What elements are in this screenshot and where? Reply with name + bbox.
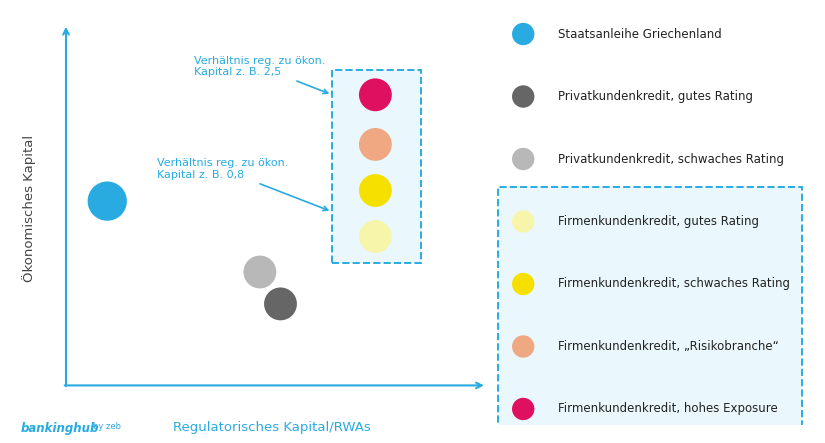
- Point: [369, 91, 382, 98]
- Text: Privatkundenkredit, gutes Rating: Privatkundenkredit, gutes Rating: [558, 90, 752, 103]
- Text: Verhältnis reg. zu ökon.
Kapital z. B. 0,8: Verhältnis reg. zu ökon. Kapital z. B. 0…: [157, 159, 328, 210]
- Bar: [332, 70, 421, 263]
- Text: Regulatorisches Kapital/RWAs: Regulatorisches Kapital/RWAs: [173, 421, 371, 434]
- Text: Ökonomisches Kapital: Ökonomisches Kapital: [22, 135, 35, 282]
- Point: [516, 155, 530, 163]
- Point: [369, 141, 382, 148]
- Bar: [498, 187, 802, 443]
- Text: Firmenkundenkredit, hohes Exposure: Firmenkundenkredit, hohes Exposure: [558, 403, 777, 416]
- Point: [516, 405, 530, 412]
- Point: [369, 233, 382, 240]
- Text: Firmenkundenkredit, „Risikobranche“: Firmenkundenkredit, „Risikobranche“: [558, 340, 779, 353]
- Point: [253, 268, 266, 276]
- Point: [516, 218, 530, 225]
- Text: Verhältnis reg. zu ökon.
Kapital z. B. 2,5: Verhältnis reg. zu ökon. Kapital z. B. 2…: [194, 56, 328, 93]
- Point: [516, 280, 530, 288]
- Text: bankinghub: bankinghub: [21, 422, 99, 435]
- Point: [516, 31, 530, 38]
- Text: Privatkundenkredit, schwaches Rating: Privatkundenkredit, schwaches Rating: [558, 152, 784, 166]
- Point: [516, 93, 530, 100]
- Text: Firmenkundenkredit, schwaches Rating: Firmenkundenkredit, schwaches Rating: [558, 277, 790, 291]
- Text: by zeb: by zeb: [93, 422, 121, 431]
- Point: [369, 187, 382, 194]
- Text: Firmenkundenkredit, gutes Rating: Firmenkundenkredit, gutes Rating: [558, 215, 759, 228]
- Point: [274, 300, 287, 307]
- Point: [101, 198, 114, 205]
- Text: Staatsanleihe Griechenland: Staatsanleihe Griechenland: [558, 27, 721, 40]
- Point: [516, 343, 530, 350]
